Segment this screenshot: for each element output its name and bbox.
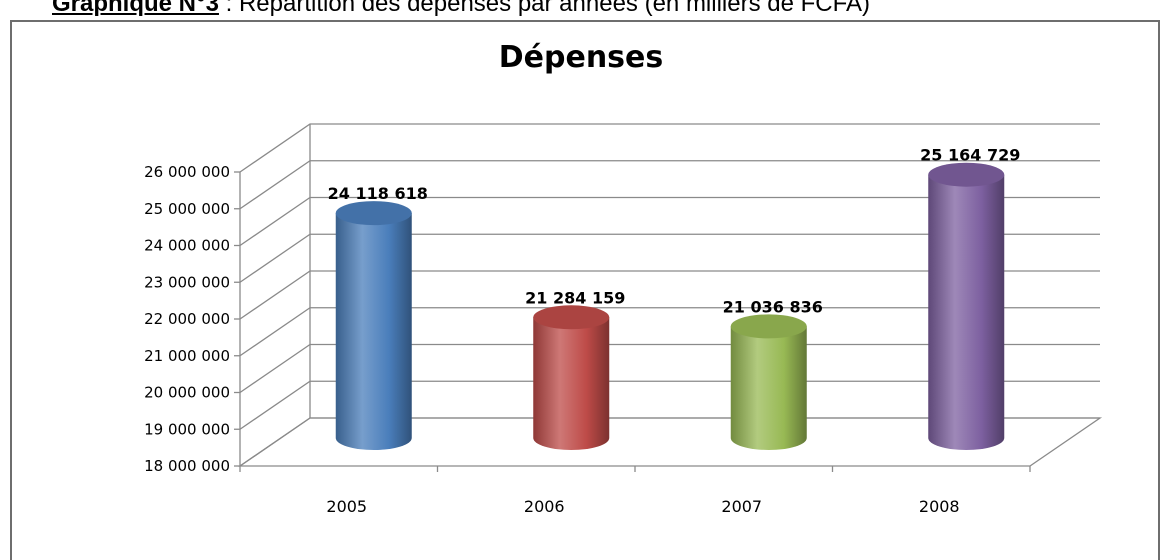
- y-tick-label: 19 000 000: [144, 420, 230, 438]
- bar-2008: [928, 162, 1005, 450]
- bar-top: [928, 162, 1005, 187]
- y-tick-label: 23 000 000: [144, 273, 230, 291]
- bar-body: [928, 174, 1005, 450]
- gridline: [239, 307, 1100, 357]
- data-label: 25 164 729: [920, 146, 1020, 165]
- chart-gridlines: [234, 123, 1100, 467]
- chart-frame: [10, 20, 1160, 560]
- chart-floor: [237, 417, 1103, 467]
- caption-text: : Répartition des dépenses par années (e…: [218, 0, 870, 17]
- bar-body: [533, 317, 610, 450]
- y-axis-ticks: 18 000 000 19 000 000 20 000 000 21 000 000…: [144, 163, 230, 475]
- data-labels: 24 118 618 21 284 159 21 036 836 25 164 729: [328, 146, 1021, 317]
- caption-label: Graphique N°3: [52, 0, 219, 17]
- x-tick-label: 2008: [919, 497, 960, 516]
- chart-axes: [237, 172, 1103, 472]
- gridline: [239, 233, 1100, 283]
- bar-2007: [730, 314, 807, 450]
- y-tick-label: 26 000 000: [144, 163, 230, 181]
- gridline: [239, 196, 1100, 247]
- x-tick-label: 2007: [721, 497, 762, 516]
- x-axis-ticks: 2005 2006 2007 2008: [326, 497, 959, 516]
- bar-top: [730, 314, 807, 339]
- x-tick-label: 2006: [524, 497, 565, 516]
- chart-title: Dépenses: [498, 40, 664, 75]
- y-tick-label: 25 000 000: [144, 200, 230, 218]
- bar-top: [335, 201, 412, 226]
- y-tick-label: 24 000 000: [144, 237, 230, 255]
- data-label: 21 036 836: [723, 297, 823, 316]
- gridline: [239, 270, 1100, 320]
- bar-top: [533, 305, 610, 330]
- data-label: 24 118 618: [328, 184, 428, 203]
- gridline: [239, 160, 1100, 210]
- data-label: 21 284 159: [525, 288, 625, 307]
- y-tick-label: 20 000 000: [144, 384, 230, 402]
- bar-2006: [533, 305, 610, 450]
- y-tick-label: 18 000 000: [144, 457, 230, 475]
- chart-plot: 18 000 000 19 000 000 20 000 000 21 000 000…: [144, 123, 1103, 516]
- gridline: [239, 380, 1100, 430]
- gridline: [239, 343, 1100, 394]
- x-tick-label: 2005: [326, 497, 367, 516]
- gridline: [239, 123, 1100, 173]
- figure-caption: Graphique N°3 : Répartition des dépenses…: [52, 0, 1152, 20]
- bar-2005: [335, 201, 412, 450]
- bar-body: [730, 326, 807, 450]
- chart-bars: [335, 162, 1005, 450]
- y-tick-label: 22 000 000: [144, 310, 230, 328]
- bar-body: [335, 213, 412, 450]
- y-tick-label: 21 000 000: [144, 347, 230, 365]
